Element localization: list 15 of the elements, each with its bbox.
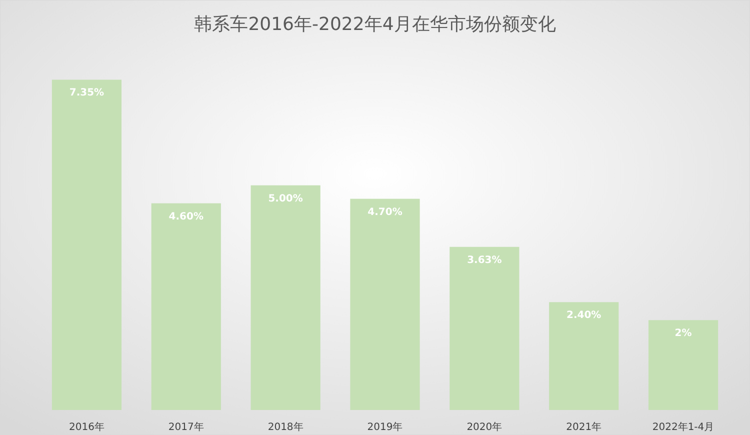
data-label: 4.70% xyxy=(368,206,402,218)
data-label: 5.00% xyxy=(268,193,303,204)
x-tick-label: 2016年 xyxy=(68,421,104,433)
x-tick-label: 2017年 xyxy=(168,421,204,433)
x-tick-label: 2021年 xyxy=(566,421,602,433)
data-label: 2.40% xyxy=(566,310,602,322)
x-tick-label: 2018年 xyxy=(268,421,304,433)
data-label: 3.63% xyxy=(467,254,502,266)
x-tick-label: 2022年1-4月 xyxy=(652,421,714,433)
data-label: 4.60% xyxy=(168,211,204,222)
chart-title: 韩系车2016年-2022年4月在华市场份额变化 xyxy=(194,14,556,35)
data-label: 7.35% xyxy=(69,88,104,99)
x-tick-label: 2020年 xyxy=(466,421,502,433)
data-label: 2% xyxy=(674,328,692,340)
x-tick-label: 2019年 xyxy=(367,421,403,433)
